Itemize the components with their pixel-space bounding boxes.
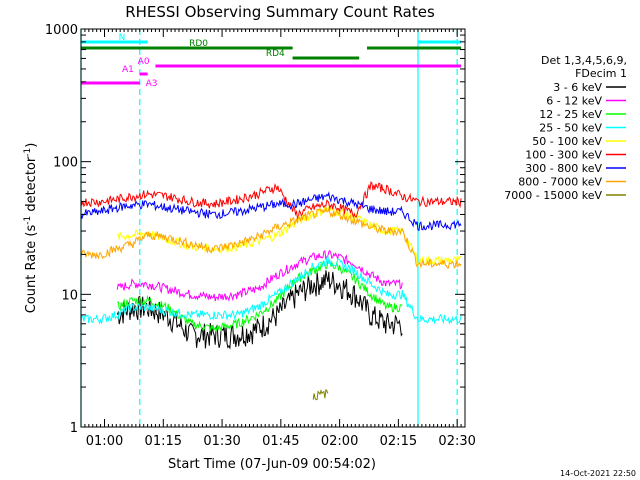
legend-label-7: 800 - 7000 keV (518, 176, 602, 189)
flag-label-A1: A1 (122, 65, 134, 75)
y-tick-label-0: 1 (70, 421, 78, 436)
legend-label-4: 50 - 100 keV (532, 135, 602, 148)
series-line-1 (116, 249, 403, 302)
flag-label-A0: A0 (138, 57, 150, 67)
x-axis-label: Start Time (07-Jun-09 00:54:02) (168, 457, 376, 472)
x-axis: 01:00 01:15 01:30 01:45 02:00 02:15 02:30 (80, 29, 476, 449)
legend-label-8: 7000 - 15000 keV (504, 189, 602, 202)
y-axis: 1 10 100 1000 (45, 23, 465, 436)
legend-label-3: 25 - 50 keV (539, 122, 602, 135)
timestamp: 14-Oct-2021 22:50 (560, 469, 636, 478)
legend-label-1: 6 - 12 keV (546, 95, 602, 108)
y-tick-label-3: 1000 (45, 23, 78, 38)
y-tick-label-2: 100 (53, 156, 78, 171)
x-tick-label-0: 01:00 (86, 434, 123, 449)
series-line-3 (80, 255, 462, 325)
series-lines (80, 180, 462, 401)
chart-title: RHESSI Observing Summary Count Rates (125, 3, 435, 21)
flag-label-N: N (119, 33, 126, 43)
flag-bars: N RD0 RD4 A0 A1 A3 (81, 33, 462, 89)
x-tick-label-4: 02:00 (321, 434, 358, 449)
legend-label-0: 3 - 6 keV (553, 81, 602, 94)
legend-label-6: 300 - 800 keV (525, 162, 602, 175)
series-line-4 (116, 204, 462, 267)
flag-label-A3: A3 (146, 79, 158, 89)
flag-label-RD0: RD0 (189, 39, 208, 49)
y-axis-label: Count Rate (s-1 detector-1) (23, 143, 39, 314)
series-line-6 (80, 191, 462, 232)
series-line-2 (116, 259, 403, 332)
series-line-7 (80, 205, 462, 269)
legend-label-2: 12 - 25 keV (539, 108, 602, 121)
x-tick-label-2: 01:30 (203, 434, 240, 449)
x-tick-label-3: 01:45 (262, 434, 299, 449)
legend-title-2: FDecim 1 (575, 67, 627, 80)
x-tick-label-5: 02:15 (380, 434, 417, 449)
x-tick-label-6: 02:30 (438, 434, 475, 449)
x-tick-label-1: 01:15 (145, 434, 182, 449)
flag-label-RD4: RD4 (266, 49, 285, 59)
legend-label-5: 100 - 300 keV (525, 149, 602, 162)
y-tick-label-1: 10 (61, 288, 78, 303)
series-line-5 (80, 180, 462, 220)
legend-title-1: Det 1,3,4,5,6,9, (541, 54, 627, 67)
series-line-8 (312, 388, 329, 401)
